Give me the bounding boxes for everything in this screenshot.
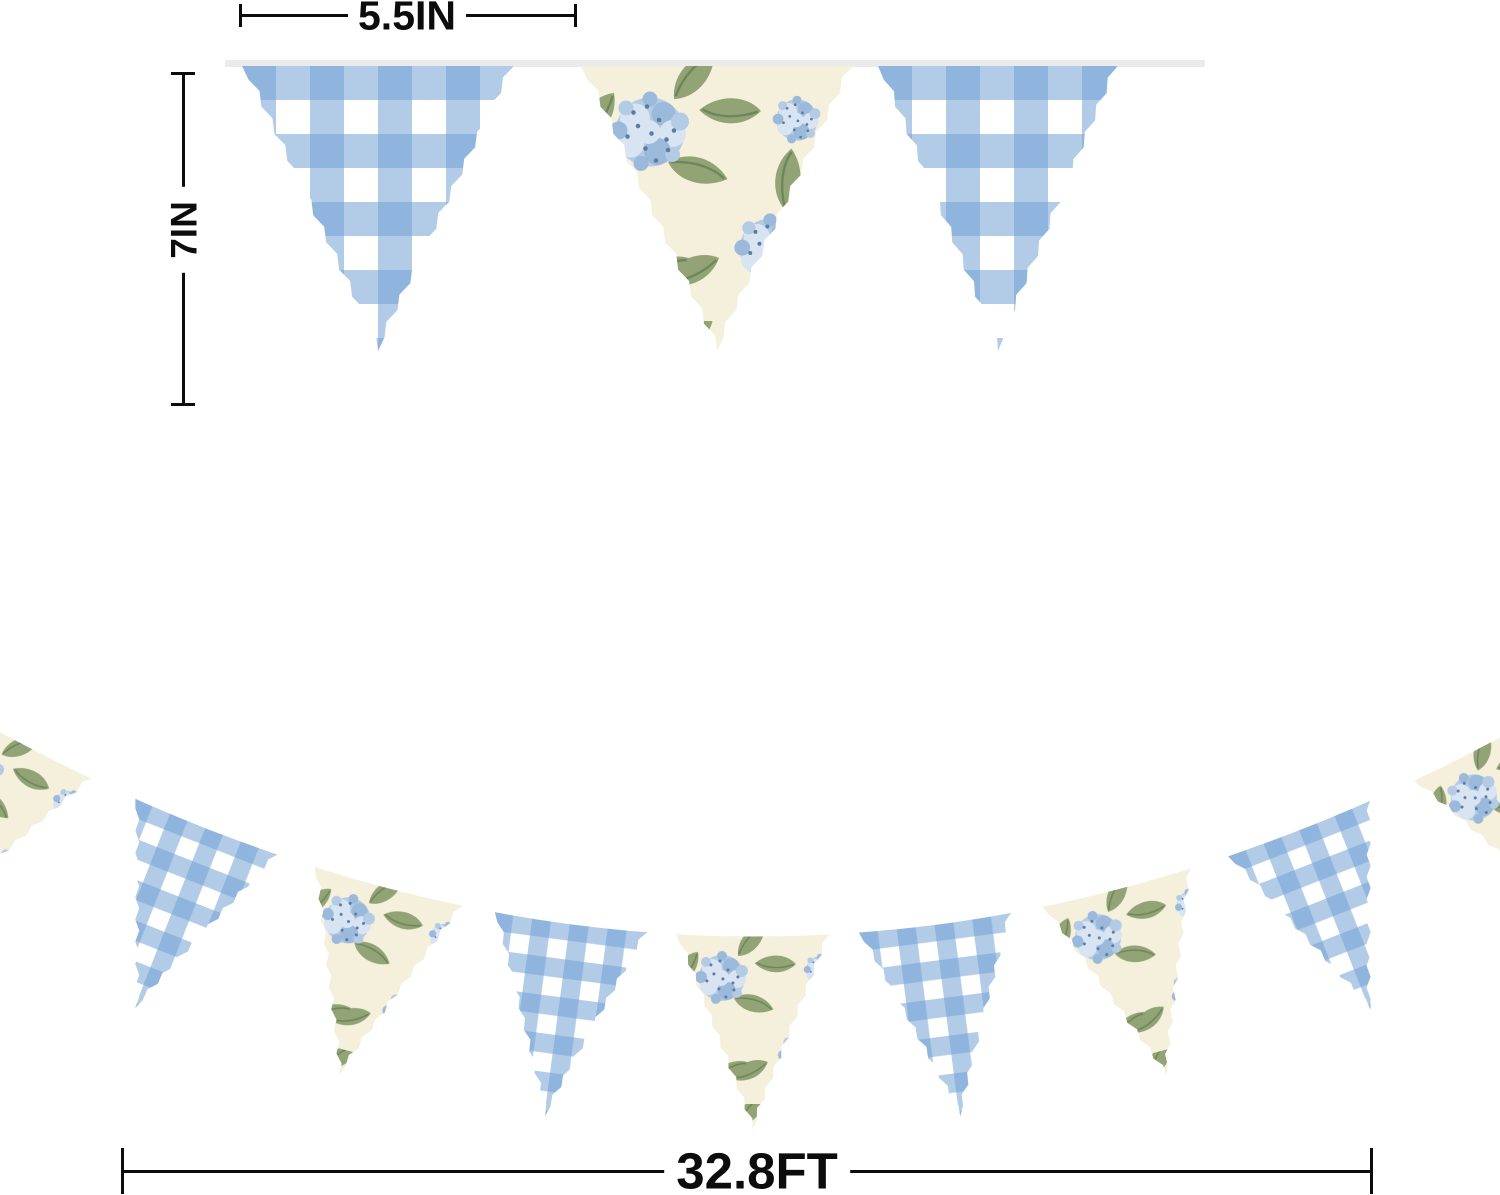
banner-length-dimension-label: 32.8FT (664, 1145, 850, 1195)
flag-width-dimension-tick-right (574, 4, 577, 27)
flag-height-dimension-tick-bottom (171, 403, 195, 406)
top-pennant-banner (225, 60, 1205, 351)
pennant-flag-gingham (1227, 799, 1371, 1010)
bottom-pennant-garland (0, 706, 1500, 1130)
pennant-flag-floral (581, 66, 853, 351)
pennant-flag-gingham (494, 911, 648, 1117)
banner-length-dimension-tick-left (121, 1148, 124, 1194)
banner-string-top (225, 60, 1205, 67)
flag-height-dimension-label: 7IN (164, 187, 205, 273)
flag-width-dimension-label: 5.5IN (348, 0, 466, 37)
pennant-flag-gingham (242, 66, 514, 351)
pennant-flag-floral (314, 866, 464, 1076)
flag-width-dimension-tick-left (239, 4, 242, 27)
flag-height-dimension-tick-top (171, 72, 195, 75)
pennant-flag-floral (1042, 867, 1192, 1077)
pennant-flag-gingham (135, 797, 279, 1009)
banner-string-bottom (0, 715, 1500, 937)
pennant-flag-gingham (878, 66, 1118, 351)
banner-length-dimension-tick-right (1370, 1148, 1373, 1194)
pennant-flag-gingham (858, 912, 1012, 1117)
pennant-flag-floral (676, 933, 830, 1130)
